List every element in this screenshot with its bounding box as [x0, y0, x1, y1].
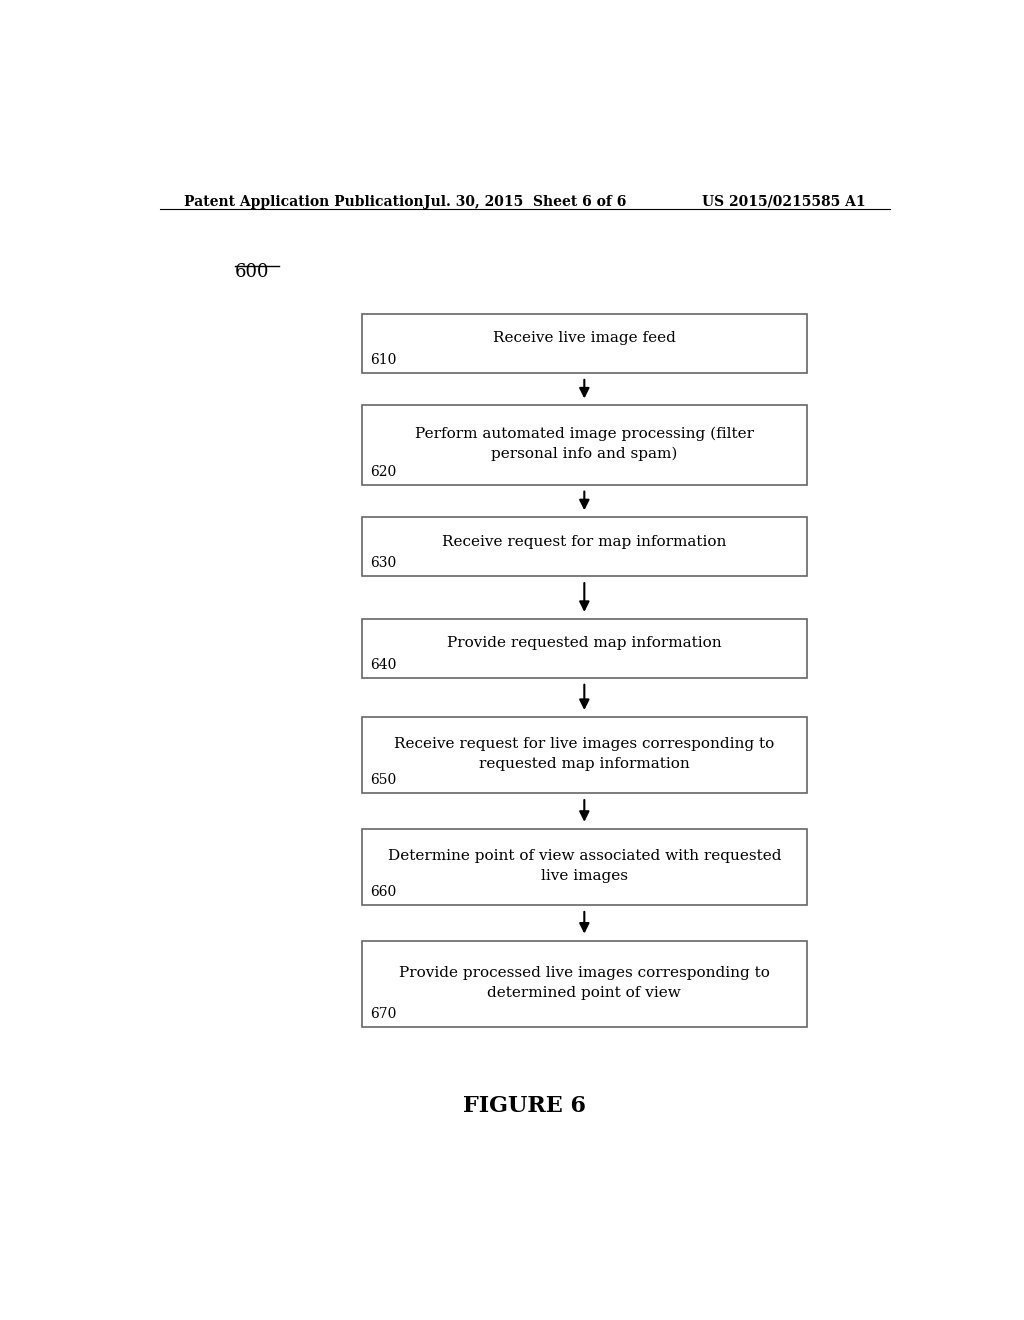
Text: Provide processed live images corresponding to: Provide processed live images correspond…: [399, 965, 770, 979]
Text: 650: 650: [370, 774, 396, 787]
Text: 640: 640: [370, 657, 396, 672]
Text: US 2015/0215585 A1: US 2015/0215585 A1: [702, 195, 866, 209]
Text: 620: 620: [370, 465, 396, 479]
FancyBboxPatch shape: [362, 717, 807, 793]
FancyBboxPatch shape: [362, 517, 807, 576]
Text: FIGURE 6: FIGURE 6: [463, 1094, 587, 1117]
Text: personal info and spam): personal info and spam): [492, 447, 678, 462]
Text: 630: 630: [370, 556, 396, 570]
Text: Receive request for live images corresponding to: Receive request for live images correspo…: [394, 737, 774, 751]
Text: live images: live images: [541, 869, 628, 883]
Text: requested map information: requested map information: [479, 758, 690, 771]
Text: Perform automated image processing (filter: Perform automated image processing (filt…: [415, 426, 754, 441]
FancyBboxPatch shape: [362, 314, 807, 372]
FancyBboxPatch shape: [362, 941, 807, 1027]
Text: Receive live image feed: Receive live image feed: [493, 331, 676, 346]
Text: Provide requested map information: Provide requested map information: [447, 636, 722, 651]
Text: 600: 600: [236, 263, 269, 281]
Text: 610: 610: [370, 352, 396, 367]
Text: determined point of view: determined point of view: [487, 986, 681, 999]
Text: 660: 660: [370, 884, 396, 899]
Text: 670: 670: [370, 1007, 396, 1020]
FancyBboxPatch shape: [362, 619, 807, 677]
Text: Receive request for map information: Receive request for map information: [442, 535, 726, 549]
FancyBboxPatch shape: [362, 829, 807, 906]
FancyBboxPatch shape: [362, 405, 807, 484]
Text: Determine point of view associated with requested: Determine point of view associated with …: [387, 849, 781, 863]
Text: Jul. 30, 2015  Sheet 6 of 6: Jul. 30, 2015 Sheet 6 of 6: [424, 195, 626, 209]
Text: Patent Application Publication: Patent Application Publication: [183, 195, 423, 209]
